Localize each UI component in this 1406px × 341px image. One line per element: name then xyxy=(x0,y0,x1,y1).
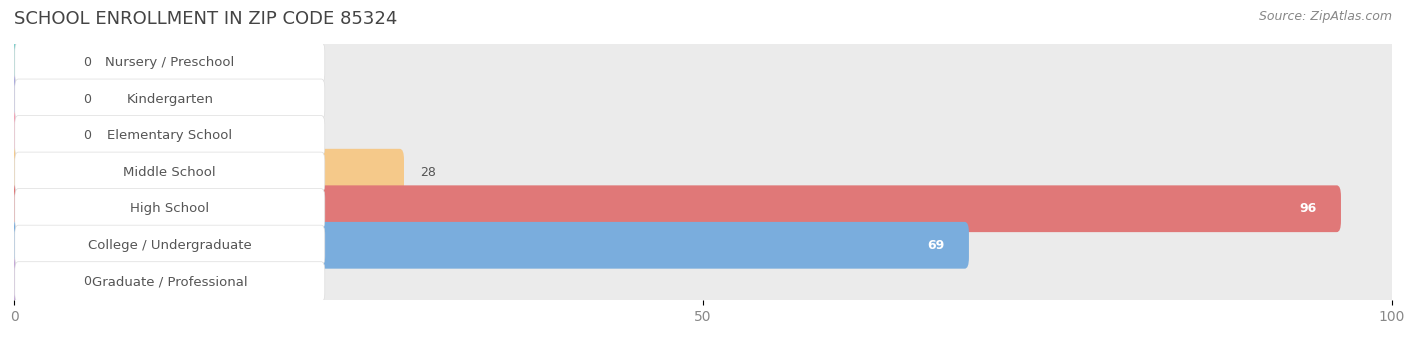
Text: Source: ZipAtlas.com: Source: ZipAtlas.com xyxy=(1258,10,1392,23)
Text: 0: 0 xyxy=(83,129,91,142)
FancyBboxPatch shape xyxy=(10,149,1396,196)
FancyBboxPatch shape xyxy=(10,186,1396,232)
FancyBboxPatch shape xyxy=(14,189,325,229)
FancyBboxPatch shape xyxy=(14,79,325,119)
FancyBboxPatch shape xyxy=(14,152,325,192)
Text: Nursery / Preschool: Nursery / Preschool xyxy=(105,56,235,69)
FancyBboxPatch shape xyxy=(10,149,404,196)
Text: 96: 96 xyxy=(1299,202,1316,215)
Text: 69: 69 xyxy=(927,239,945,252)
Text: High School: High School xyxy=(131,202,209,215)
Text: 0: 0 xyxy=(83,275,91,288)
FancyBboxPatch shape xyxy=(14,262,325,302)
Text: 0: 0 xyxy=(83,93,91,106)
Text: Middle School: Middle School xyxy=(124,166,217,179)
FancyBboxPatch shape xyxy=(10,186,1341,232)
FancyBboxPatch shape xyxy=(14,225,325,265)
Text: 0: 0 xyxy=(83,56,91,69)
Text: Kindergarten: Kindergarten xyxy=(127,93,214,106)
FancyBboxPatch shape xyxy=(14,43,325,83)
FancyBboxPatch shape xyxy=(10,222,1396,269)
FancyBboxPatch shape xyxy=(10,39,1396,86)
Text: 28: 28 xyxy=(420,166,436,179)
Text: SCHOOL ENROLLMENT IN ZIP CODE 85324: SCHOOL ENROLLMENT IN ZIP CODE 85324 xyxy=(14,10,398,28)
Text: College / Undergraduate: College / Undergraduate xyxy=(89,239,252,252)
FancyBboxPatch shape xyxy=(10,76,1396,122)
FancyBboxPatch shape xyxy=(10,76,66,122)
FancyBboxPatch shape xyxy=(10,222,969,269)
FancyBboxPatch shape xyxy=(10,39,66,86)
FancyBboxPatch shape xyxy=(10,112,66,159)
Text: Elementary School: Elementary School xyxy=(107,129,232,142)
FancyBboxPatch shape xyxy=(10,112,1396,159)
FancyBboxPatch shape xyxy=(14,116,325,156)
FancyBboxPatch shape xyxy=(10,258,66,305)
FancyBboxPatch shape xyxy=(10,258,1396,305)
Text: Graduate / Professional: Graduate / Professional xyxy=(91,275,247,288)
